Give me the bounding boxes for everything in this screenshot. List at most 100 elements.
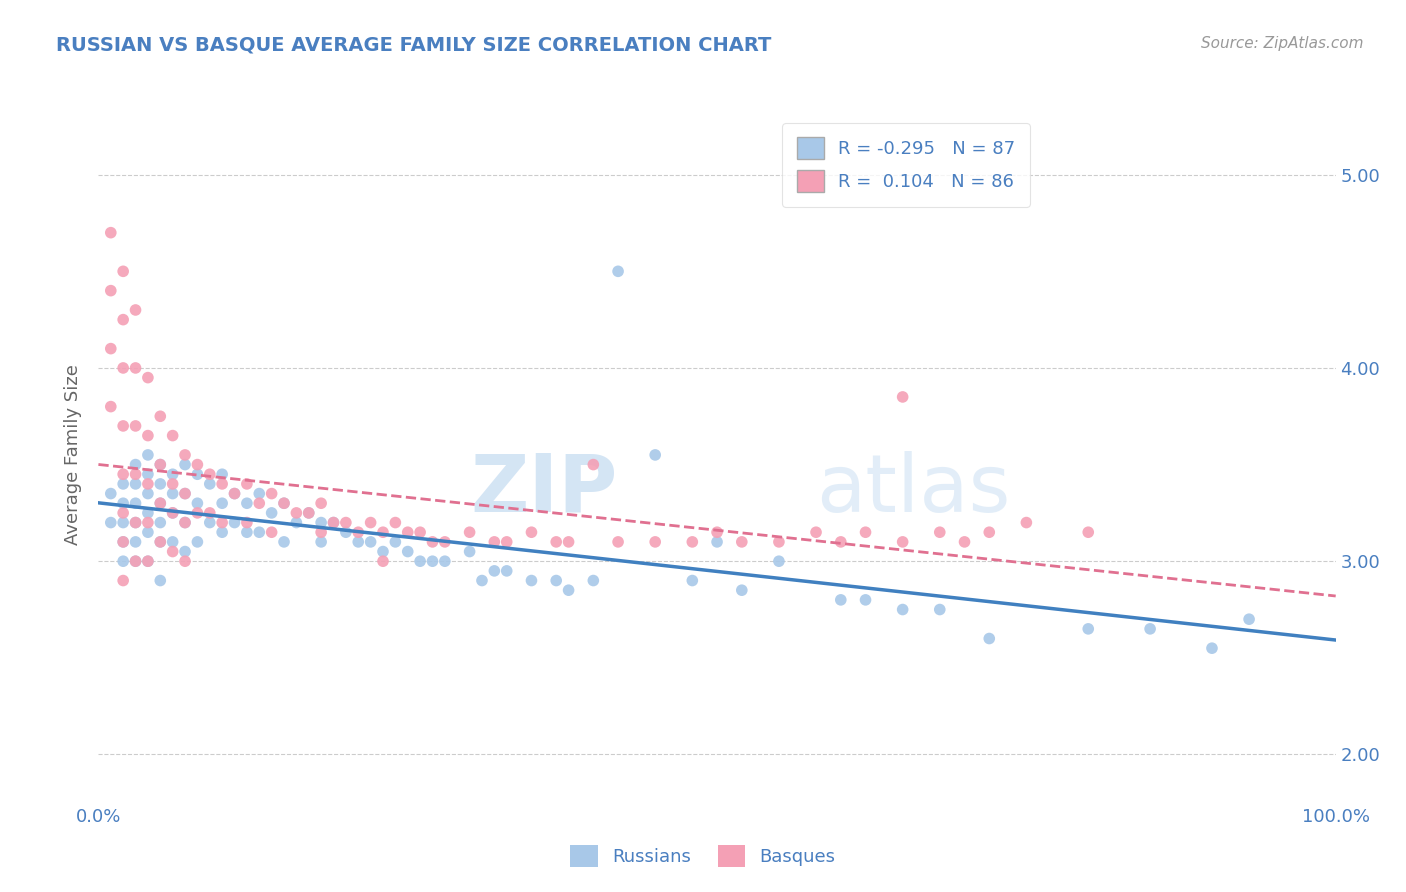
Point <box>174 516 197 530</box>
Point <box>495 534 517 549</box>
Point <box>236 476 259 491</box>
Point <box>124 467 146 482</box>
Point <box>768 534 790 549</box>
Point <box>1139 622 1161 636</box>
Point <box>136 448 159 462</box>
Point <box>979 632 1001 646</box>
Point <box>298 506 321 520</box>
Point <box>236 516 259 530</box>
Point <box>136 506 159 520</box>
Point <box>247 486 270 500</box>
Point <box>112 554 135 568</box>
Point <box>371 544 394 558</box>
Legend: R = -0.295   N = 87, R =  0.104   N = 86: R = -0.295 N = 87, R = 0.104 N = 86 <box>782 123 1029 207</box>
Point <box>186 506 208 520</box>
Point <box>112 496 135 510</box>
Text: RUSSIAN VS BASQUE AVERAGE FAMILY SIZE CORRELATION CHART: RUSSIAN VS BASQUE AVERAGE FAMILY SIZE CO… <box>56 36 772 54</box>
Point <box>644 534 666 549</box>
Point <box>520 574 543 588</box>
Point <box>136 554 159 568</box>
Point <box>112 467 135 482</box>
Point <box>607 534 630 549</box>
Point <box>211 525 233 540</box>
Point <box>309 534 332 549</box>
Point <box>149 458 172 472</box>
Legend: Russians, Basques: Russians, Basques <box>564 838 842 874</box>
Y-axis label: Average Family Size: Average Family Size <box>65 365 83 545</box>
Point <box>260 525 283 540</box>
Point <box>891 602 914 616</box>
Point <box>495 564 517 578</box>
Point <box>335 516 357 530</box>
Point <box>124 361 146 376</box>
Point <box>681 574 703 588</box>
Point <box>211 476 233 491</box>
Point <box>174 544 197 558</box>
Point <box>546 574 568 588</box>
Point <box>100 400 122 414</box>
Point <box>706 534 728 549</box>
Point <box>830 593 852 607</box>
Point <box>309 516 332 530</box>
Point <box>124 303 146 318</box>
Point <box>409 554 432 568</box>
Point <box>198 516 221 530</box>
Point <box>458 544 481 558</box>
Point <box>644 448 666 462</box>
Point <box>681 534 703 549</box>
Point <box>607 264 630 278</box>
Point <box>198 467 221 482</box>
Point <box>557 583 579 598</box>
Point <box>322 516 344 530</box>
Point <box>186 496 208 510</box>
Point <box>247 525 270 540</box>
Point <box>298 506 321 520</box>
Point <box>433 554 456 568</box>
Point <box>360 516 382 530</box>
Point <box>162 476 184 491</box>
Point <box>731 534 754 549</box>
Point <box>174 448 197 462</box>
Point <box>100 516 122 530</box>
Point <box>174 554 197 568</box>
Point <box>149 458 172 472</box>
Point <box>174 458 197 472</box>
Point <box>124 458 146 472</box>
Point <box>124 419 146 434</box>
Point <box>149 409 172 424</box>
Point <box>149 496 172 510</box>
Point <box>371 554 394 568</box>
Point <box>162 544 184 558</box>
Point <box>112 476 135 491</box>
Point <box>100 284 122 298</box>
Text: Source: ZipAtlas.com: Source: ZipAtlas.com <box>1201 36 1364 51</box>
Point <box>211 516 233 530</box>
Point <box>484 564 506 578</box>
Point <box>149 574 172 588</box>
Text: ZIP: ZIP <box>471 450 619 529</box>
Point <box>236 525 259 540</box>
Point <box>582 574 605 588</box>
Point <box>953 534 976 549</box>
Point <box>285 506 308 520</box>
Point <box>979 525 1001 540</box>
Point <box>100 342 122 356</box>
Point <box>149 476 172 491</box>
Point <box>520 525 543 540</box>
Point <box>891 390 914 404</box>
Point <box>396 544 419 558</box>
Point <box>174 516 197 530</box>
Point <box>260 486 283 500</box>
Point <box>162 506 184 520</box>
Point <box>124 496 146 510</box>
Point <box>162 486 184 500</box>
Point <box>768 554 790 568</box>
Point <box>224 486 246 500</box>
Point <box>582 458 605 472</box>
Point <box>136 370 159 384</box>
Point <box>149 516 172 530</box>
Point <box>557 534 579 549</box>
Point <box>855 593 877 607</box>
Point <box>112 574 135 588</box>
Point <box>236 496 259 510</box>
